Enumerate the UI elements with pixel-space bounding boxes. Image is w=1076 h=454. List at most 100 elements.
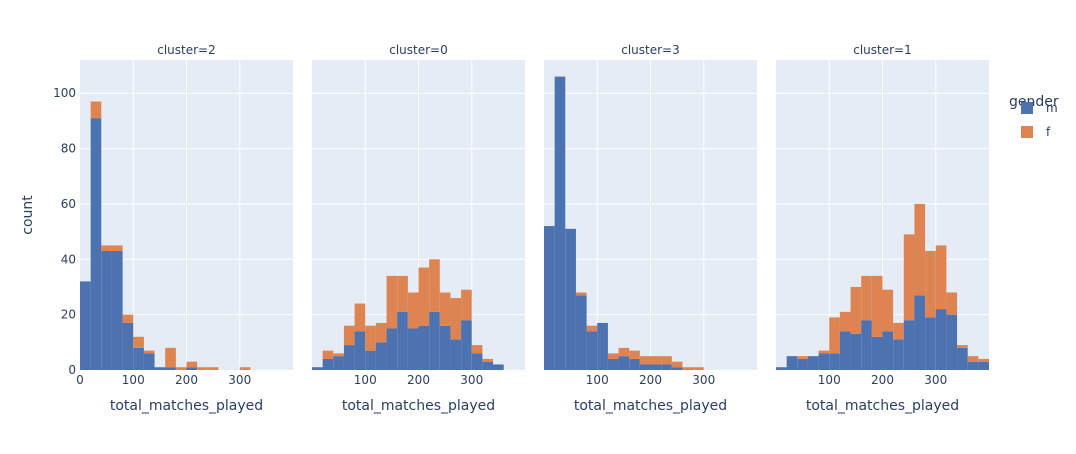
y-tick-label: 100 [53, 86, 76, 100]
histogram-bar-m [493, 364, 504, 370]
histogram-bar-m [375, 342, 387, 370]
histogram-bar-f [693, 367, 704, 370]
histogram-bar-m [312, 367, 323, 370]
histogram-bar-m [629, 358, 640, 370]
legend-swatch-f [1021, 126, 1033, 138]
legend-label-f: f [1046, 125, 1051, 139]
histogram-bar-f [893, 322, 904, 340]
facet-title: cluster=0 [389, 43, 448, 57]
histogram-bar-m [111, 250, 123, 370]
histogram-bar-m [639, 364, 651, 370]
x-tick-label: 100 [122, 373, 145, 387]
x-tick-label: 100 [354, 373, 377, 387]
facet-title: cluster=3 [621, 43, 680, 57]
histogram-bar-m [450, 339, 462, 370]
facet-panel: cluster=3 100 200 300 total_matches_played [544, 43, 757, 414]
histogram-bar-f [186, 361, 198, 368]
y-tick-label: 40 [61, 252, 76, 266]
facet-panel: cluster=0 100 200 300 total_matches_played [312, 43, 525, 414]
histogram-bar-m [471, 353, 483, 370]
histogram-bar-f [967, 356, 979, 362]
histogram-bar-f [946, 292, 958, 315]
histogram-bar-f [629, 350, 640, 359]
histogram-bar-f [482, 358, 494, 362]
histogram-bar-f [682, 367, 694, 370]
histogram-bar-f [850, 286, 862, 335]
histogram-bar-m [80, 281, 91, 370]
x-tick-label: 300 [460, 373, 483, 387]
histogram-bar-f [207, 367, 219, 370]
legend: gender mf [1009, 94, 1059, 139]
histogram-bar-f [871, 275, 883, 337]
histogram-bar-m [586, 331, 598, 370]
histogram-bar-m [143, 353, 155, 370]
histogram-bar-m [154, 367, 166, 370]
y-tick-label: 60 [61, 197, 76, 211]
histogram-bar-m [133, 347, 144, 370]
histogram-bar-f [671, 361, 683, 368]
histogram-bar-f [90, 101, 102, 119]
histogram-bar-f [903, 234, 915, 321]
histogram-bar-m [407, 328, 419, 370]
histogram-bar-f [882, 289, 894, 332]
histogram-bar-m [386, 328, 398, 370]
histogram-bar-f [661, 356, 672, 365]
histogram-bar-f [418, 267, 430, 326]
x-axis-title: total_matches_played [110, 398, 263, 414]
histogram-bar-f [607, 353, 619, 359]
histogram-bar-m [482, 361, 494, 370]
histogram-bar-f [861, 275, 872, 321]
histogram-bar-f [618, 347, 630, 357]
histogram-bar-m [333, 356, 344, 370]
histogram-bar-m [607, 358, 619, 370]
histogram-bar-m [661, 364, 672, 370]
histogram-bar-f [365, 325, 376, 351]
histogram-bar-m [397, 311, 408, 370]
histogram-bar-f [101, 245, 112, 251]
histogram-bar-f [133, 336, 144, 348]
x-tick-label: 200 [175, 373, 198, 387]
histogram-bar-f [197, 367, 208, 370]
histogram-bar-f [797, 356, 808, 359]
y-tick-label: 80 [61, 142, 76, 156]
histogram-bar-m [925, 317, 936, 370]
histogram-bar-m [418, 325, 430, 370]
histogram-bar-f [439, 292, 451, 326]
histogram-bar-m [871, 336, 883, 370]
histogram-bar-m [914, 295, 926, 370]
histogram-bar-m [439, 325, 451, 370]
histogram-bar-m [776, 367, 787, 370]
histogram-bar-m [967, 361, 979, 370]
x-tick-label: 100 [586, 373, 609, 387]
histogram-bar-m [818, 353, 830, 370]
histogram-bar-f [586, 325, 598, 332]
histogram-bar-m [671, 367, 683, 370]
histogram-bar-f [343, 325, 355, 346]
x-tick-label: 300 [924, 373, 947, 387]
facet-title: cluster=1 [853, 43, 912, 57]
histogram-bar-f [639, 356, 651, 365]
histogram-bar-m [429, 311, 440, 370]
histogram-bar-f [925, 250, 936, 318]
histogram-bar-f [375, 322, 387, 343]
histogram-bar-m [554, 76, 566, 370]
histogram-bar-f [165, 347, 176, 368]
x-tick-label: 200 [639, 373, 662, 387]
facet-panels: cluster=2 0 100 200 300 total_matches_played 0… [53, 43, 989, 414]
histogram-bar-m [797, 358, 808, 370]
histogram-bar-m [650, 364, 662, 370]
facet-panel: cluster=2 0 100 200 300 total_matches_played 0… [53, 43, 293, 414]
histogram-bar-m [343, 345, 355, 370]
histogram-bar-f [386, 275, 398, 329]
facet-title: cluster=2 [157, 43, 216, 57]
histogram-bar-m [101, 250, 112, 370]
histogram-bar-f [122, 314, 134, 323]
histogram-bar-m [829, 353, 840, 370]
histogram-bar-m [165, 367, 176, 370]
histogram-bar-f [143, 350, 155, 354]
histogram-bar-f [450, 298, 462, 340]
histogram-bar-f [818, 350, 830, 354]
histogram-bar-m [935, 309, 947, 370]
